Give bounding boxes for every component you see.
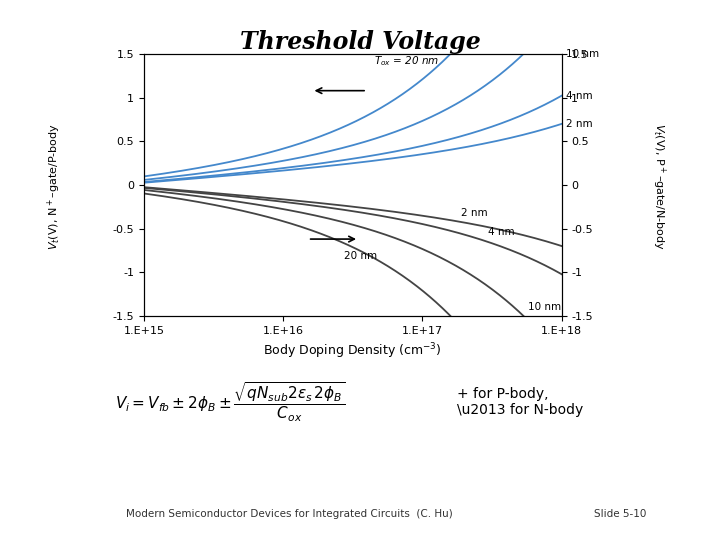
Text: 10 nm: 10 nm xyxy=(566,49,599,59)
Text: + for P-body,
\u2013 for N-body: + for P-body, \u2013 for N-body xyxy=(457,387,583,417)
Text: Modern Semiconductor Devices for Integrated Circuits  (C. Hu): Modern Semiconductor Devices for Integra… xyxy=(126,509,453,519)
Text: Threshold Voltage: Threshold Voltage xyxy=(240,30,480,53)
Text: $V_t$(V), P$^+$–gate/N-body: $V_t$(V), P$^+$–gate/N-body xyxy=(650,123,667,250)
Text: $V_t$(V), N$^+$–gate/P-body: $V_t$(V), N$^+$–gate/P-body xyxy=(45,123,63,250)
Text: 2 nm: 2 nm xyxy=(461,208,487,218)
Text: 20 nm: 20 nm xyxy=(344,251,377,261)
Text: $V_i = V_{fb} \pm 2\phi_B \pm \dfrac{\sqrt{qN_{sub}2\varepsilon_s\,2\phi_B}}{C_{: $V_i = V_{fb} \pm 2\phi_B \pm \dfrac{\sq… xyxy=(115,381,346,424)
Text: 4 nm: 4 nm xyxy=(566,91,593,100)
Text: $T_{ox}$ = 20 nm: $T_{ox}$ = 20 nm xyxy=(374,55,439,68)
Text: 10 nm: 10 nm xyxy=(528,302,562,313)
Text: Slide 5-10: Slide 5-10 xyxy=(594,509,647,519)
X-axis label: Body Doping Density (cm$^{-3}$): Body Doping Density (cm$^{-3}$) xyxy=(264,341,442,361)
Text: 4 nm: 4 nm xyxy=(487,227,514,237)
Text: 2 nm: 2 nm xyxy=(566,119,593,129)
